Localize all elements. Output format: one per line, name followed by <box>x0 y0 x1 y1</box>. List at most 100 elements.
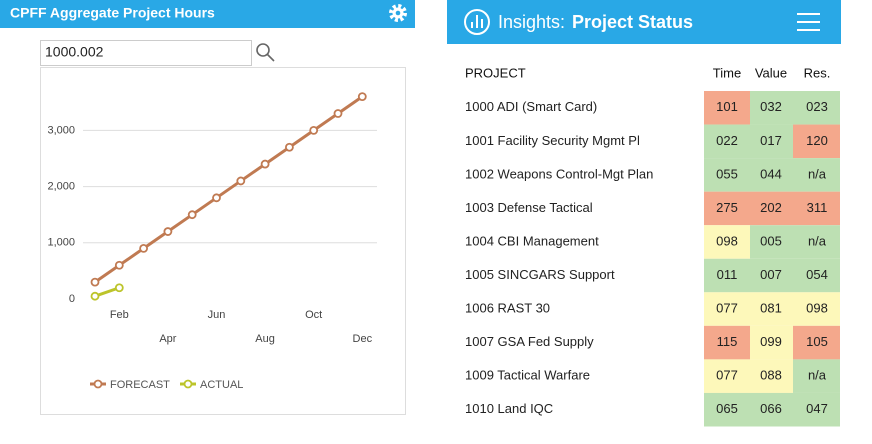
status-cell <box>793 225 840 259</box>
cell-value: 098 <box>806 301 828 316</box>
point <box>309 125 319 135</box>
right-title: Project Status <box>572 12 693 32</box>
cell-value: 023 <box>806 99 828 114</box>
cell-value: 101 <box>716 99 738 114</box>
status-cell <box>704 225 750 259</box>
status-cell <box>793 91 840 125</box>
status-cell <box>793 325 840 360</box>
cell-value: 275 <box>716 200 738 215</box>
right-header <box>447 0 841 44</box>
search-icon[interactable] <box>256 43 275 62</box>
status-cell <box>704 292 750 326</box>
cell-value: 017 <box>760 133 782 148</box>
cell-value: 077 <box>716 368 738 383</box>
status-cell <box>750 359 793 393</box>
project-name: 1005 SINCGARS Support <box>465 267 615 282</box>
project-name: 1007 GSA Fed Supply <box>465 334 594 349</box>
point <box>212 193 221 203</box>
legend-label: FORECAST <box>110 379 170 391</box>
cell-value: n/a <box>808 233 827 248</box>
x-tick-label: Aug <box>255 333 275 345</box>
cell-value: 115 <box>717 334 738 349</box>
cell-value: 022 <box>716 133 738 148</box>
settings-icon[interactable] <box>389 4 407 22</box>
project-name: 1002 Weapons Control-Mgt Plan <box>465 166 653 181</box>
status-cell <box>750 292 793 326</box>
cell-value: 099 <box>760 334 782 349</box>
status-cell <box>793 124 840 159</box>
status-cell <box>704 158 750 192</box>
status-cell <box>750 392 793 427</box>
y-tick-label: 3,000 <box>47 124 75 136</box>
status-cell <box>750 158 793 192</box>
menu-icon[interactable] <box>797 13 820 31</box>
status-cell <box>750 325 793 360</box>
series-line <box>94 95 364 284</box>
cell-value: 098 <box>716 233 738 248</box>
point <box>114 260 124 270</box>
status-cell <box>750 124 793 159</box>
cell-value: 005 <box>760 233 782 248</box>
search-input[interactable] <box>40 40 252 66</box>
status-cell <box>704 325 750 360</box>
chart-box <box>40 67 406 415</box>
x-tick-label: Oct <box>305 309 322 321</box>
cell-value: 054 <box>806 267 828 282</box>
x-tick-label: Dec <box>353 333 373 345</box>
cell-value: n/a <box>808 368 827 383</box>
project-name: 1000 ADI (Smart Card) <box>465 99 597 114</box>
point <box>260 159 270 169</box>
column-header: Value <box>755 65 787 80</box>
column-header: PROJECT <box>465 65 526 80</box>
project-name: 1001 Facility Security Mgmt Pl <box>465 133 640 148</box>
y-tick-label: 2,000 <box>47 180 75 192</box>
status-cell <box>704 258 750 293</box>
project-name: 1003 Defense Tactical <box>465 200 593 215</box>
status-cell <box>750 191 793 226</box>
status-cell <box>704 91 750 125</box>
point <box>284 142 294 152</box>
y-tick-label: 1,000 <box>47 237 75 249</box>
status-cell <box>704 359 750 393</box>
project-name: 1004 CBI Management <box>465 233 599 248</box>
column-header: Res. <box>804 65 831 80</box>
x-tick-label: Apr <box>159 333 176 345</box>
status-cell <box>704 191 750 226</box>
cell-value: 105 <box>806 334 828 349</box>
legend-marker <box>93 379 103 389</box>
search-value: 1000.002 <box>45 44 104 60</box>
point <box>90 277 100 287</box>
status-cell <box>793 359 840 393</box>
cell-value: 044 <box>760 166 782 181</box>
cell-value: 047 <box>806 401 828 416</box>
cell-value: 120 <box>806 133 828 148</box>
cell-value: 007 <box>760 267 782 282</box>
status-cell <box>704 392 750 427</box>
status-table: PROJECT Time Value Res. 1000 ADI (Smart Card… <box>465 65 840 427</box>
cell-value: 032 <box>760 99 782 114</box>
project-name: 1010 Land IQC <box>465 401 553 416</box>
column-header: Time <box>713 65 741 80</box>
status-cell <box>750 258 793 293</box>
left-title: CPFF Aggregate Project Hours <box>10 5 215 21</box>
point <box>90 291 100 301</box>
app-icon <box>464 9 490 35</box>
cell-value: 065 <box>716 401 738 416</box>
cell-value: 202 <box>760 200 782 215</box>
status-cell <box>793 392 840 427</box>
cell-value: 066 <box>760 401 782 416</box>
status-cell <box>793 158 840 192</box>
x-tick-label: Jun <box>208 309 226 321</box>
point <box>357 92 367 102</box>
status-cell <box>750 225 793 259</box>
point <box>114 283 124 293</box>
legend-label: ACTUAL <box>200 379 243 391</box>
point <box>333 109 343 118</box>
status-cell <box>793 292 840 326</box>
project-name: 1009 Tactical Warfare <box>465 368 590 383</box>
cell-value: 088 <box>760 368 782 383</box>
cell-value: n/a <box>808 166 827 181</box>
point <box>163 227 173 236</box>
point <box>139 244 149 253</box>
